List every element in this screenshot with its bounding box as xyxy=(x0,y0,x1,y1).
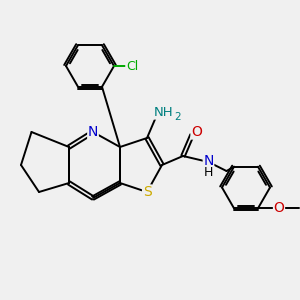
Text: N: N xyxy=(88,125,98,139)
Text: 2: 2 xyxy=(175,112,181,122)
Text: S: S xyxy=(142,185,152,199)
Text: Cl: Cl xyxy=(126,59,138,73)
Text: N: N xyxy=(203,154,214,167)
Text: O: O xyxy=(191,125,202,139)
Text: H: H xyxy=(204,166,213,179)
Text: NH: NH xyxy=(154,106,173,119)
Text: O: O xyxy=(274,201,284,215)
